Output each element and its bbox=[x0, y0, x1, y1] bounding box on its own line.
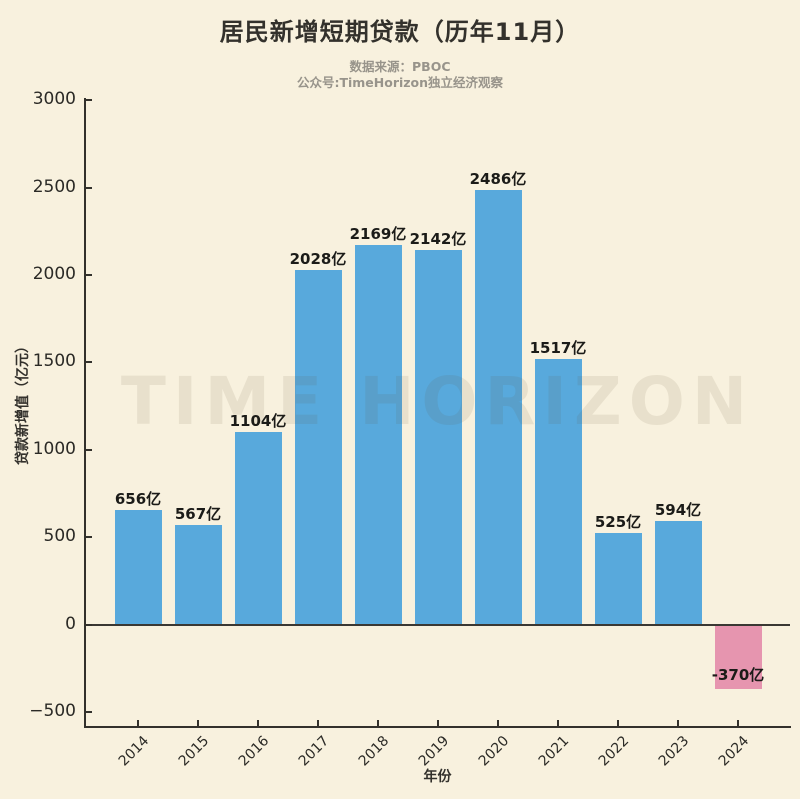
bar-2019 bbox=[414, 250, 462, 625]
x-axis-spine bbox=[84, 726, 791, 728]
account-line: 公众号:TimeHorizon独立经济观察 bbox=[296, 75, 504, 90]
x-tick-2022 bbox=[617, 720, 619, 726]
zero-baseline bbox=[85, 623, 790, 626]
y-axis-spine bbox=[84, 98, 86, 728]
bar-2022 bbox=[594, 532, 642, 625]
y-tick-label-3000: 3000 bbox=[32, 89, 76, 110]
bar-2018 bbox=[354, 245, 402, 625]
bar-label-2024: -370亿 bbox=[711, 666, 765, 685]
y-tick-label-1000: 1000 bbox=[32, 438, 76, 459]
bar-2023 bbox=[654, 520, 702, 625]
x-tick-2017 bbox=[317, 720, 319, 726]
bar-label-2022: 525亿 bbox=[594, 512, 642, 531]
bar-2024 bbox=[714, 624, 762, 690]
x-tick-2015 bbox=[197, 720, 199, 726]
chart-subtitle: 数据来源：PBOC 公众号:TimeHorizon独立经济观察 bbox=[0, 59, 800, 91]
y-tick-label-500: 500 bbox=[43, 526, 76, 547]
x-tick-2023 bbox=[677, 720, 679, 726]
y-tick-label--500: −500 bbox=[29, 700, 76, 721]
y-tick-0 bbox=[86, 623, 92, 626]
y-tick-2500 bbox=[86, 186, 92, 189]
bar-label-2014: 656亿 bbox=[114, 489, 162, 508]
bar-label-2016: 1104亿 bbox=[229, 411, 287, 430]
y-tick-2000 bbox=[86, 274, 92, 276]
bar-2015 bbox=[174, 525, 222, 625]
chart-title: 居民新增短期贷款（历年11月） bbox=[219, 18, 581, 46]
y-tick-1500 bbox=[86, 361, 92, 364]
bar-label-2020: 2486亿 bbox=[469, 170, 527, 189]
bar-label-2021: 1517亿 bbox=[529, 339, 587, 358]
bar-label-2018: 2169亿 bbox=[349, 225, 407, 244]
bar-2016 bbox=[234, 431, 282, 625]
y-tick-3000 bbox=[86, 99, 92, 102]
x-tick-2016 bbox=[257, 720, 259, 726]
bar-label-2015: 567亿 bbox=[174, 505, 222, 524]
bar-label-2019: 2142亿 bbox=[409, 230, 467, 249]
y-tick-label-1500: 1500 bbox=[32, 351, 76, 372]
bar-2020 bbox=[474, 190, 522, 625]
y-tick--500 bbox=[86, 710, 92, 713]
bar-label-2017: 2028亿 bbox=[289, 250, 347, 269]
data-source-line: 数据来源：PBOC bbox=[349, 59, 451, 74]
bar-2021 bbox=[534, 359, 582, 625]
x-tick-2020 bbox=[497, 720, 499, 726]
x-tick-2019 bbox=[437, 720, 439, 726]
y-tick-label-2500: 2500 bbox=[32, 176, 76, 197]
x-tick-2014 bbox=[137, 720, 139, 726]
y-tick-500 bbox=[86, 536, 92, 539]
bar-2017 bbox=[294, 270, 342, 625]
x-tick-2021 bbox=[557, 720, 559, 726]
bar-2014 bbox=[114, 509, 162, 625]
x-tick-2024 bbox=[737, 720, 739, 726]
x-tick-2018 bbox=[377, 720, 379, 726]
y-tick-label-0: 0 bbox=[65, 613, 76, 634]
bar-label-2023: 594亿 bbox=[654, 500, 702, 519]
y-tick-label-2000: 2000 bbox=[32, 264, 76, 284]
y-tick-1000 bbox=[86, 448, 92, 451]
x-axis-label: 年份 bbox=[423, 769, 452, 785]
